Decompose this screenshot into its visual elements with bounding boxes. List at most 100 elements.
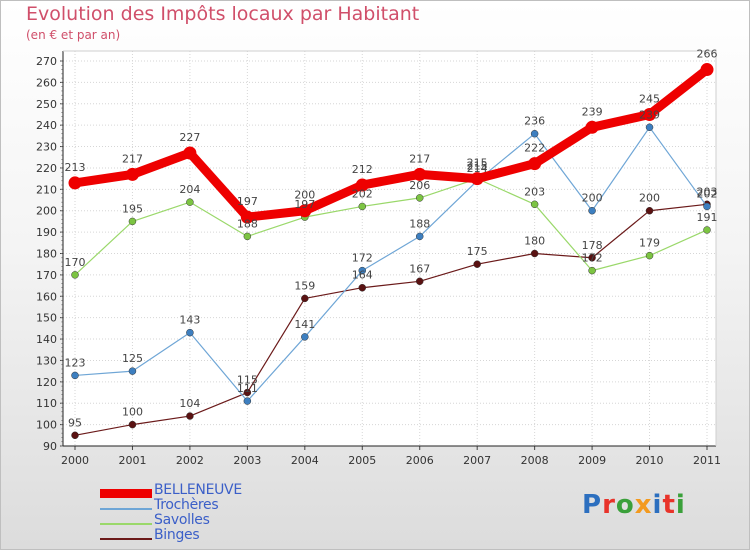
data-point-savolles xyxy=(415,194,424,202)
data-label-savolles: 195 xyxy=(122,202,143,215)
data-point-belleneuve xyxy=(68,176,82,190)
data-point-binges xyxy=(301,294,309,303)
data-label-trochres: 123 xyxy=(65,356,86,369)
data-point-trochres xyxy=(703,202,711,211)
data-point-trochres xyxy=(71,371,79,380)
data-label-savolles: 202 xyxy=(352,187,373,200)
data-point-trochres xyxy=(645,123,654,132)
data-label-trochres: 202 xyxy=(697,187,718,200)
x-tick-label: 2005 xyxy=(348,454,376,467)
data-point-savolles xyxy=(71,271,79,279)
y-tick-label: 240 xyxy=(36,119,57,132)
data-point-trochres xyxy=(530,129,539,138)
data-point-belleneuve xyxy=(585,120,599,134)
data-point-belleneuve xyxy=(240,210,254,224)
y-tick-label: 180 xyxy=(36,248,57,261)
logo-letter: i xyxy=(675,490,686,520)
data-label-trochres: 236 xyxy=(524,115,545,128)
data-label-savolles: 179 xyxy=(639,237,660,250)
data-label-trochres: 141 xyxy=(294,318,315,331)
x-tick-label: 2007 xyxy=(463,454,491,467)
data-label-belleneuve: 266 xyxy=(697,48,718,61)
y-tick-label: 120 xyxy=(36,376,57,389)
series-line-belleneuve xyxy=(70,65,712,222)
data-label-belleneuve: 213 xyxy=(65,161,86,174)
data-label-belleneuve: 227 xyxy=(179,131,200,144)
data-label-belleneuve: 212 xyxy=(352,163,373,176)
data-point-belleneuve xyxy=(125,167,139,181)
data-point-savolles xyxy=(588,266,596,275)
data-point-binges xyxy=(128,420,137,429)
data-label-binges: 180 xyxy=(524,235,545,248)
data-label-binges: 115 xyxy=(237,374,258,387)
y-tick-label: 170 xyxy=(36,269,57,282)
y-tick-label: 150 xyxy=(36,312,57,325)
logo-letter: x xyxy=(634,490,653,520)
y-tick-label: 160 xyxy=(36,290,57,303)
y-tick-label: 270 xyxy=(36,55,57,68)
data-label-savolles: 170 xyxy=(65,256,86,269)
data-point-savolles xyxy=(128,217,137,226)
data-point-binges xyxy=(530,249,539,258)
data-label-trochres: 214 xyxy=(467,162,488,175)
chart-title: Evolution des Impôts locaux par Habitant xyxy=(26,3,420,25)
data-point-binges xyxy=(243,388,252,397)
data-point-binges xyxy=(71,431,79,440)
legend-swatch-savolles xyxy=(100,523,152,525)
data-label-trochres: 239 xyxy=(639,108,660,121)
data-label-savolles: 204 xyxy=(179,183,200,196)
x-tick-label: 2003 xyxy=(233,454,261,467)
data-label-binges: 175 xyxy=(467,245,488,258)
proxiti-logo: Proxiti xyxy=(582,490,686,520)
data-point-binges xyxy=(415,277,424,286)
legend-swatch-binges xyxy=(100,538,152,540)
x-tick-label: 2011 xyxy=(693,454,721,467)
data-point-savolles xyxy=(530,200,539,209)
data-label-belleneuve: 239 xyxy=(582,105,603,118)
data-label-binges: 164 xyxy=(352,269,373,282)
series-line-binges xyxy=(74,203,708,436)
x-tick-label: 2010 xyxy=(636,454,664,467)
y-tick-label: 90 xyxy=(43,440,57,453)
data-label-savolles: 172 xyxy=(582,252,603,265)
x-tick-label: 2000 xyxy=(61,454,89,467)
y-tick-label: 140 xyxy=(36,333,57,346)
data-point-trochres xyxy=(301,333,309,341)
data-point-belleneuve xyxy=(700,63,714,77)
data-label-trochres: 125 xyxy=(122,352,143,365)
data-label-binges: 200 xyxy=(639,192,660,205)
data-label-belleneuve: 200 xyxy=(294,189,315,202)
data-point-binges xyxy=(645,206,654,215)
legend-label-savolles: Savolles xyxy=(154,512,210,528)
data-label-belleneuve: 215 xyxy=(467,157,488,170)
logo-letter: t xyxy=(662,490,676,520)
y-tick-label: 200 xyxy=(36,205,57,218)
legend-label-binges: Binges xyxy=(154,527,200,543)
y-tick-label: 210 xyxy=(36,183,57,196)
data-point-trochres xyxy=(186,328,194,337)
y-tick-label: 230 xyxy=(36,141,57,154)
data-label-binges: 167 xyxy=(409,262,430,275)
series-line-trochres xyxy=(74,126,708,402)
data-label-trochres: 172 xyxy=(352,252,373,265)
data-label-savolles: 206 xyxy=(409,179,430,192)
series-line-savolles xyxy=(74,178,708,276)
x-tick-label: 2001 xyxy=(118,454,146,467)
logo-letter: P xyxy=(582,490,603,520)
data-point-belleneuve xyxy=(643,107,657,121)
x-tick-label: 2008 xyxy=(521,454,549,467)
data-label-trochres: 143 xyxy=(179,314,200,327)
x-tick-label: 2009 xyxy=(578,454,606,467)
y-tick-label: 260 xyxy=(36,76,57,89)
data-point-belleneuve xyxy=(298,204,312,218)
data-point-belleneuve xyxy=(528,157,542,171)
data-point-binges xyxy=(186,412,194,420)
data-label-trochres: 111 xyxy=(237,382,258,395)
data-label-savolles: 191 xyxy=(697,211,718,224)
legend-swatch-trocheres xyxy=(100,508,152,510)
y-tick-label: 100 xyxy=(36,419,57,432)
data-label-binges: 100 xyxy=(122,406,143,419)
data-label-savolles: 215 xyxy=(467,160,488,173)
data-label-binges: 159 xyxy=(294,279,315,292)
data-point-trochres xyxy=(128,367,137,375)
